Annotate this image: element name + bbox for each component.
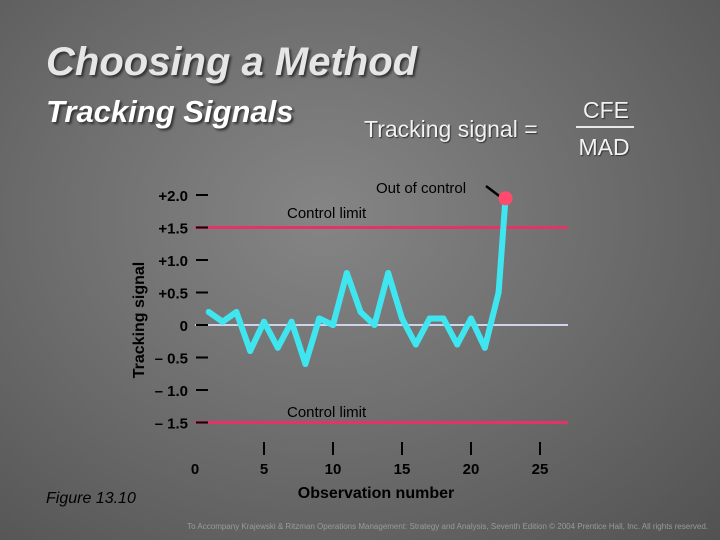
data-point	[440, 315, 447, 322]
y-tick-label: +0.5	[158, 286, 188, 303]
x-axis-title: Observation number	[298, 485, 454, 502]
data-point	[330, 322, 336, 328]
y-tick-label: +1.5	[158, 221, 188, 238]
data-point	[426, 315, 433, 322]
data-point	[481, 344, 488, 351]
lower-control-limit-label: Control limit	[287, 404, 367, 421]
data-point	[385, 270, 392, 276]
formula-numerator: CFE	[583, 97, 629, 123]
data-point	[219, 318, 226, 325]
data-point	[371, 322, 378, 328]
y-tick-label: +2.0	[158, 188, 188, 205]
data-point	[495, 289, 502, 296]
slide-title: Choosing a Method	[46, 40, 418, 84]
data-point	[357, 309, 364, 315]
data-point	[468, 315, 474, 322]
data-point	[261, 318, 267, 325]
data-point	[288, 318, 295, 325]
formula-fraction-bar	[576, 126, 634, 128]
data-point	[233, 309, 240, 315]
formula-denominator: MAD	[578, 134, 630, 160]
tracking-signal-line	[205, 195, 509, 367]
out-of-control-pointer	[485, 185, 501, 198]
copyright-footer: To Accompany Krajewski & Ritzman Operati…	[187, 522, 708, 531]
data-point	[247, 348, 254, 354]
y-tick-label: +1.0	[158, 253, 188, 270]
out-of-control-marker	[498, 191, 513, 206]
x-tick-label: 5	[260, 461, 268, 478]
y-axis-title: Tracking signal	[131, 262, 148, 378]
upper-control-limit-label: Control limit	[287, 205, 367, 222]
out-of-control-label: Out of control	[376, 180, 466, 197]
x-tick-label: 10	[325, 461, 342, 478]
x-tick-label: 25	[532, 461, 549, 478]
data-point	[316, 315, 323, 322]
y-tick-label: – 1.5	[155, 416, 188, 433]
slide-subtitle: Tracking Signals	[46, 94, 294, 129]
x-tick-label: 15	[394, 461, 411, 478]
data-point	[412, 341, 419, 348]
data-point	[302, 361, 309, 367]
x-tick-label: 0	[191, 461, 199, 478]
data-point	[399, 315, 405, 322]
formula-label: Tracking signal =	[364, 116, 538, 142]
data-point	[205, 309, 212, 315]
y-tick-label: – 0.5	[155, 351, 188, 368]
y-tick-label: – 1.0	[155, 383, 188, 400]
x-tick-label: 20	[463, 461, 480, 478]
figure-label: Figure 13.10	[46, 490, 136, 507]
y-tick-label: 0	[180, 318, 188, 335]
data-point	[343, 270, 350, 276]
data-point	[274, 344, 281, 351]
data-point	[454, 341, 461, 348]
